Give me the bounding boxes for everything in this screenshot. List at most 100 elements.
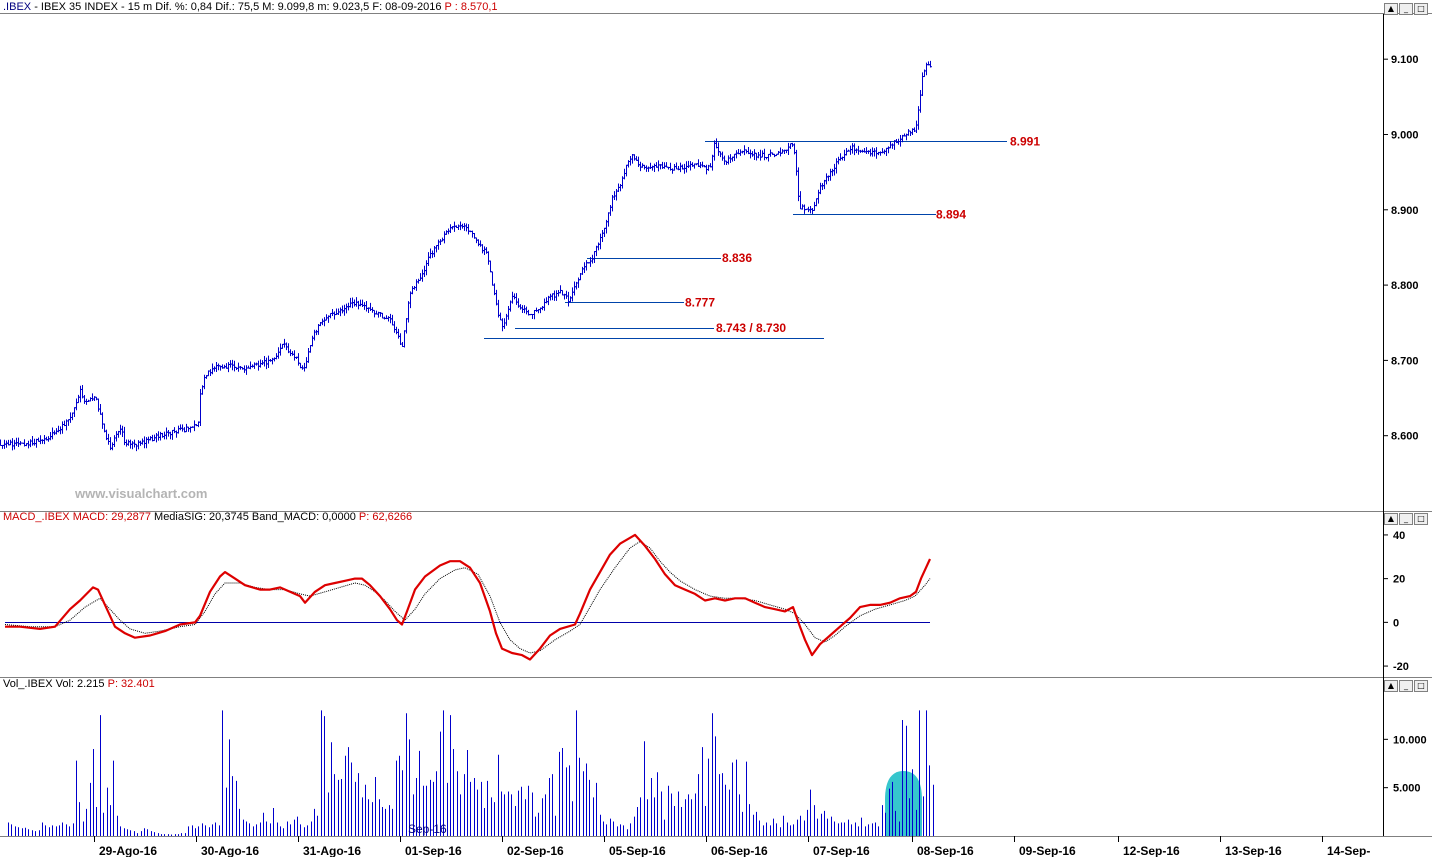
price-bar	[815, 198, 818, 207]
panel-up-button[interactable]: ▲	[1384, 3, 1398, 15]
price-bar	[419, 273, 422, 281]
price-bar	[513, 293, 516, 300]
price-bar	[257, 360, 260, 371]
price-bar	[631, 153, 634, 164]
price-bar	[885, 147, 888, 156]
price-bar	[381, 312, 384, 319]
price-bar	[519, 304, 522, 310]
price-bar	[495, 289, 498, 306]
price-bar	[293, 350, 296, 361]
price-bar	[671, 168, 674, 174]
panel-maximize-button[interactable]: □	[1414, 680, 1428, 692]
price-bar	[29, 439, 32, 448]
price-bar	[59, 426, 62, 435]
price-last-label: P : 8.570,1	[444, 1, 498, 13]
x-tick-label: 30-Ago-16	[201, 844, 259, 857]
price-bar	[599, 233, 602, 250]
price-bar	[865, 147, 868, 154]
price-level-annotation: 8.991	[1010, 134, 1040, 148]
x-tick-label: 05-Sep-16	[609, 844, 666, 857]
price-bar	[91, 393, 94, 402]
price-bar	[929, 60, 932, 68]
volume-panel[interactable]: 10.000 5.000 Sep-16	[8, 710, 1427, 836]
price-bar	[607, 212, 610, 227]
price-bar	[649, 162, 652, 169]
price-bar	[417, 278, 420, 284]
price-bar	[77, 394, 80, 404]
price-panel[interactable]: 9.100 9.000 8.900 8.800 8.700 8.600 8.991 8.894…	[0, 54, 1419, 452]
price-bar	[173, 427, 176, 434]
price-bar	[813, 201, 816, 211]
price-bar	[829, 168, 832, 181]
price-bar	[879, 151, 882, 156]
panel-up-button[interactable]: ▲	[1384, 680, 1398, 692]
price-bar	[551, 293, 554, 301]
price-bar	[739, 149, 742, 156]
panel-maximize-button[interactable]: □	[1414, 513, 1428, 525]
price-bar	[133, 439, 136, 448]
price-bar	[891, 143, 894, 149]
price-bar	[199, 389, 202, 426]
price-bar	[321, 318, 324, 326]
price-bar	[125, 439, 128, 447]
price-bar	[601, 230, 604, 243]
panel-minimize-button[interactable]: _	[1399, 3, 1413, 15]
panel-minimize-button[interactable]: _	[1399, 680, 1413, 692]
price-bar	[181, 424, 184, 432]
price-bar	[343, 304, 346, 316]
price-bar	[387, 316, 390, 322]
price-bar	[763, 148, 766, 161]
price-bar	[657, 160, 660, 172]
price-bar	[767, 153, 770, 162]
price-bar	[435, 245, 438, 253]
price-bar	[779, 147, 782, 157]
price-bar	[89, 397, 92, 402]
price-bar	[331, 309, 334, 317]
panel-up-button[interactable]: ▲	[1384, 513, 1398, 525]
price-bar	[403, 330, 406, 348]
price-bar	[81, 385, 84, 399]
price-bar	[131, 441, 134, 450]
price-bar	[325, 314, 328, 321]
price-bar	[501, 318, 504, 332]
vol-window-buttons: ▲ _ □	[1384, 680, 1428, 692]
price-bar	[313, 329, 316, 341]
price-bar	[253, 362, 256, 369]
volume-overlay-label: Sep-16	[408, 822, 447, 836]
price-bar	[193, 420, 196, 432]
price-bar	[423, 265, 426, 278]
interval-label: 15 m	[127, 1, 153, 13]
price-bar	[415, 279, 418, 291]
panel-minimize-button[interactable]: _	[1399, 513, 1413, 525]
price-bar	[111, 442, 114, 451]
chart-frame	[0, 13, 1432, 837]
price-bar	[187, 426, 190, 432]
price-bar	[565, 290, 568, 299]
price-bar	[507, 305, 510, 320]
price-bar	[503, 318, 506, 329]
price-bar	[777, 150, 780, 155]
price-bar	[329, 312, 332, 319]
price-bar	[715, 138, 718, 149]
macd-panel[interactable]: 40 20 0 -20	[4, 530, 1409, 673]
price-bar	[679, 162, 682, 173]
vol-p-value: P: 32.401	[107, 678, 155, 690]
price-bar	[725, 160, 728, 165]
price-bar	[581, 266, 584, 275]
price-bar	[167, 430, 170, 437]
price-bar	[405, 318, 408, 334]
price-bar	[407, 301, 410, 323]
x-tick-label: 09-Sep-16	[1019, 844, 1076, 857]
price-bar	[593, 251, 596, 264]
x-tick-label: 06-Sep-16	[711, 844, 768, 857]
price-bar	[265, 357, 268, 370]
price-bar	[869, 148, 872, 157]
price-bar	[15, 437, 18, 447]
price-bar	[801, 204, 804, 210]
panel-maximize-button[interactable]: □	[1414, 3, 1428, 15]
price-bar	[107, 433, 110, 445]
vol-value: Vol: 2.215	[55, 678, 105, 690]
price-panel-header: .IBEX - IBEX 35 INDEX - 15 m Dif. %: 0,8…	[3, 1, 498, 13]
price-bar	[311, 335, 314, 347]
